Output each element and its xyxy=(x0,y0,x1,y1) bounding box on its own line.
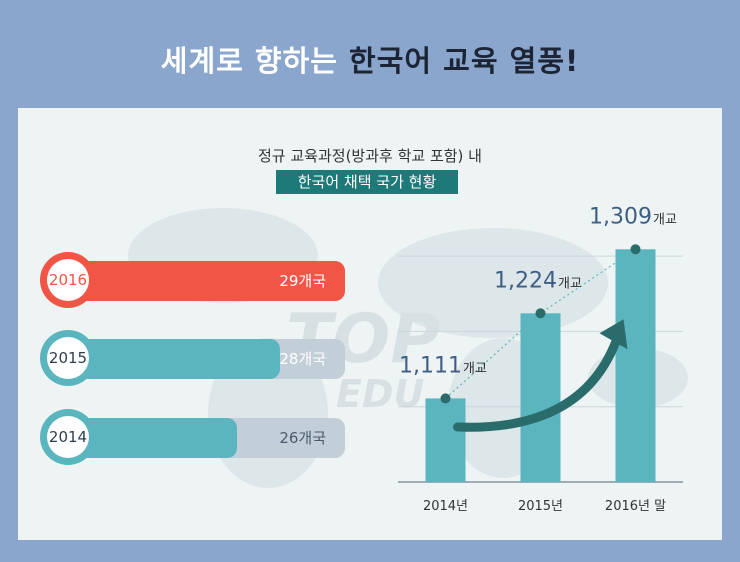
growth-arrow xyxy=(453,332,622,432)
year-label: 2014 xyxy=(47,416,89,458)
growth-arrow-head xyxy=(599,319,628,350)
bar xyxy=(425,398,466,482)
bar xyxy=(520,313,561,482)
data-point xyxy=(630,244,641,255)
bar xyxy=(615,249,656,482)
data-value-unit: 개교 xyxy=(653,212,677,227)
year-badge: 2014 xyxy=(40,409,96,465)
data-value-label: 1,224 xyxy=(494,268,557,293)
year-badge: 2015 xyxy=(40,330,96,386)
year-badge: 2016 xyxy=(40,252,96,308)
page-title: 세계로 향하는 한국어 교육 열풍! xyxy=(0,38,740,80)
bar-row-2014: 26개국 2014 xyxy=(40,409,346,465)
chart-subtitle: 정규 교육과정(방과후 학교 포함) 내 xyxy=(258,147,482,165)
bar-row-2015: 28개국 2015 xyxy=(40,330,346,386)
bar-value-label: 26개국 xyxy=(279,429,326,447)
bar-fill xyxy=(75,339,281,379)
data-value-label: 1,309 xyxy=(589,204,652,229)
data-point xyxy=(440,393,451,404)
year-label: 2016 xyxy=(47,259,89,301)
infographic-panel: TOP EDU 정규 교육과정(방과후 학교 포함) 내 한국어 채택 국가 현… xyxy=(18,108,722,540)
x-tick-label: 2016년 말 xyxy=(605,499,666,514)
data-value-unit: 개교 xyxy=(558,276,582,291)
watermark-text: EDU xyxy=(336,372,425,416)
title-highlight: 한국어 교육 열풍! xyxy=(349,44,580,78)
world-map-background xyxy=(378,228,608,338)
chart-title-badge: 한국어 채택 국가 현황 xyxy=(276,170,458,194)
data-value-unit: 개교 xyxy=(463,361,487,376)
data-point xyxy=(535,308,546,319)
bar-fill xyxy=(75,261,345,301)
data-value-label: 1,111 xyxy=(399,353,462,378)
x-tick-label: 2015년 xyxy=(518,499,563,514)
x-tick-label: 2014년 xyxy=(423,499,468,514)
bar-row-2016: 29개국 2016 xyxy=(40,252,346,308)
bar-value-label: 28개국 xyxy=(279,350,326,368)
bar-fill xyxy=(75,418,237,458)
year-label: 2015 xyxy=(47,337,89,379)
bar-value-label: 29개국 xyxy=(279,272,326,290)
title-part1: 세계로 향하는 xyxy=(160,44,350,78)
